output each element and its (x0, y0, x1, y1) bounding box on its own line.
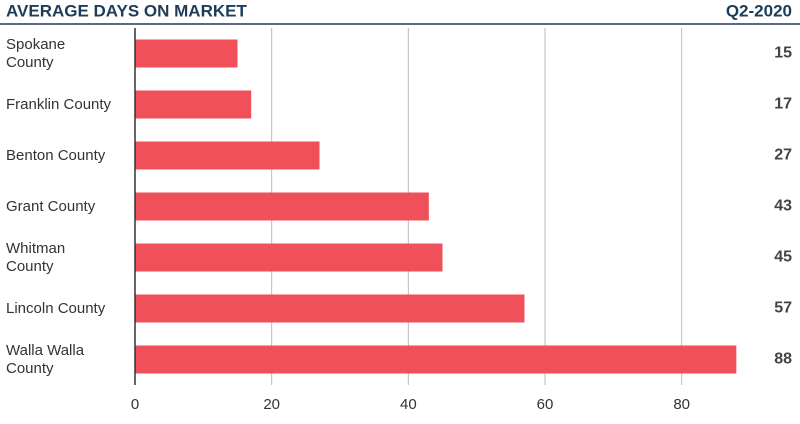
value-label: 15 (774, 45, 792, 62)
category-label: Benton County (6, 146, 106, 164)
value-label: 27 (774, 147, 792, 164)
category-label: Spokane County (6, 35, 66, 71)
category-label: Franklin County (6, 95, 112, 113)
bar (135, 141, 320, 170)
bar (135, 90, 252, 119)
value-label: 17 (774, 96, 792, 113)
x-tick-label: 60 (537, 396, 554, 413)
x-tick-label: 40 (400, 396, 417, 413)
x-tick-label: 80 (673, 396, 690, 413)
category-label: Lincoln County (6, 299, 106, 317)
x-tick-label: 0 (131, 396, 139, 413)
bar (135, 345, 737, 374)
value-label: 43 (774, 198, 792, 215)
bar (135, 192, 429, 221)
bar (135, 39, 238, 68)
chart-title: AVERAGE DAYS ON MARKET (6, 1, 247, 20)
chart-subtitle: Q2-2020 (726, 1, 792, 20)
x-tick-label: 20 (263, 396, 280, 413)
category-label: Whitman County (6, 239, 66, 275)
category-label: Walla Walla County (6, 341, 85, 377)
value-label: 57 (774, 300, 792, 317)
category-label: Grant County (6, 197, 96, 215)
value-label: 88 (774, 351, 792, 368)
bar (135, 243, 443, 272)
bar (135, 294, 525, 323)
value-label: 45 (774, 249, 792, 266)
